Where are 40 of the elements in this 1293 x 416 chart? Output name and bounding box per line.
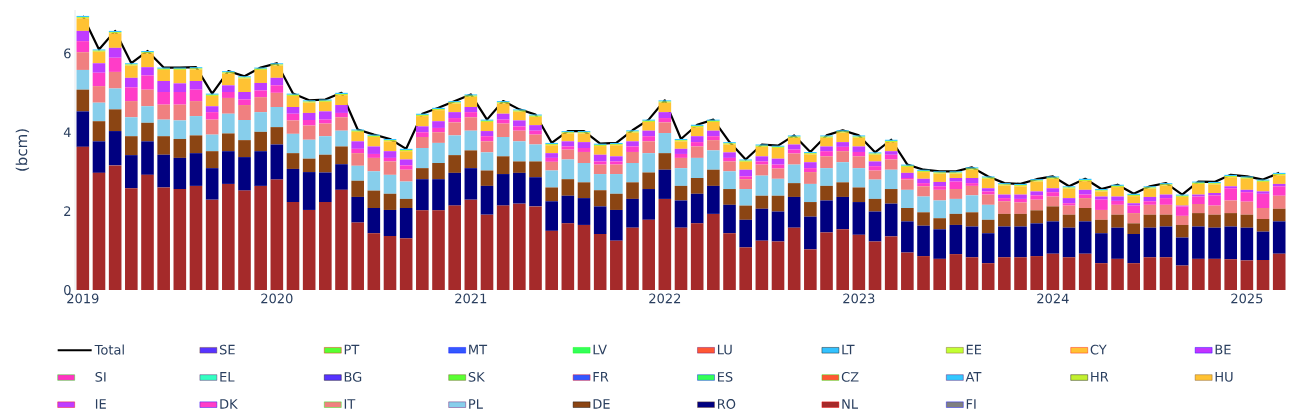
legend-label: SI (95, 371, 106, 382)
legend-label: LV (593, 344, 607, 355)
x-tick-label: 2025 (1231, 293, 1263, 304)
legend-label: SE (219, 344, 235, 355)
legend-label: Total (94, 344, 124, 355)
x-tick-label: 2020 (261, 293, 293, 304)
legend-label: AT (965, 372, 982, 382)
legend-label: ES (717, 371, 733, 382)
legend-label: PT (344, 344, 360, 355)
y-axis-title: (bcm) (15, 129, 30, 171)
x-tick-label: 2024 (1037, 293, 1069, 304)
legend-label: EL (220, 372, 235, 382)
legend-label: LT (842, 344, 855, 355)
legend-label: CY (1090, 344, 1107, 355)
legend-label: HR (1091, 372, 1109, 382)
x-tick-label: 2023 (843, 293, 875, 304)
legend-label: IE (95, 399, 106, 409)
x-tick-label: 2021 (455, 293, 487, 304)
legend-label: IT (344, 399, 356, 409)
x-tick-label: 2019 (67, 293, 99, 304)
legend-label: DK (220, 399, 238, 409)
legend-label: LU (717, 344, 732, 355)
legend-label: MT (469, 344, 488, 355)
legend-label: DE (593, 399, 610, 409)
y-tick-label: 6 (64, 48, 71, 59)
x-tick-label: 2022 (649, 293, 681, 304)
legend-label: NL (842, 399, 859, 409)
legend-label: CZ (841, 371, 859, 382)
legend-label: PL (469, 399, 483, 409)
legend-label: BE (1215, 344, 1231, 355)
y-tick-label: 0 (64, 285, 71, 295)
legend-label: FI (966, 399, 976, 409)
legend-label: FR (593, 372, 609, 382)
legend-label: SK (468, 371, 485, 382)
y-tick-label: 4 (63, 127, 71, 137)
legend-label: RO (717, 399, 736, 409)
legend-label: BG (344, 371, 362, 382)
y-tick-label: 2 (64, 206, 71, 216)
legend-label: EE (966, 344, 982, 355)
legend-label: HU (1215, 372, 1233, 382)
